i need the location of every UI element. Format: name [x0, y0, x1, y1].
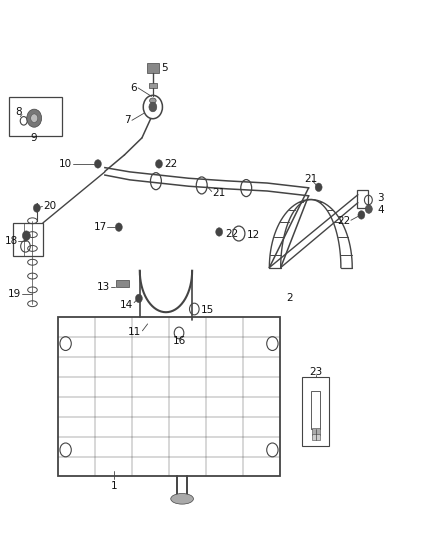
Text: 11: 11: [128, 327, 141, 337]
Text: 4: 4: [377, 205, 384, 215]
Circle shape: [135, 294, 142, 303]
Text: 5: 5: [162, 63, 168, 72]
Bar: [147, 63, 159, 73]
Text: 10: 10: [59, 159, 72, 169]
Text: 16: 16: [173, 336, 186, 346]
Text: 21: 21: [212, 188, 226, 198]
Bar: [312, 428, 319, 435]
Text: 22: 22: [164, 159, 177, 169]
Bar: [148, 83, 157, 88]
Ellipse shape: [171, 494, 194, 504]
Text: 8: 8: [15, 107, 21, 117]
Text: 9: 9: [31, 133, 37, 143]
Circle shape: [27, 109, 42, 127]
Text: 21: 21: [304, 174, 318, 184]
Text: 12: 12: [247, 230, 260, 240]
Text: 6: 6: [131, 83, 137, 93]
Circle shape: [315, 183, 322, 191]
Text: 19: 19: [8, 289, 21, 299]
Circle shape: [33, 204, 40, 212]
Bar: [58, 317, 280, 477]
Text: 15: 15: [201, 305, 214, 315]
Text: 18: 18: [4, 236, 18, 246]
Bar: [312, 434, 319, 440]
Text: 3: 3: [377, 193, 384, 204]
Text: 13: 13: [97, 282, 110, 292]
Ellipse shape: [150, 98, 156, 103]
Circle shape: [31, 114, 38, 123]
Bar: [302, 376, 329, 446]
Text: 1: 1: [111, 481, 118, 491]
Text: 23: 23: [309, 367, 322, 377]
Text: 2: 2: [286, 293, 293, 303]
Text: 22: 22: [337, 216, 350, 227]
Text: 22: 22: [225, 229, 238, 239]
Text: 20: 20: [43, 201, 57, 212]
Text: 7: 7: [124, 115, 131, 125]
Bar: [357, 190, 368, 208]
Circle shape: [155, 160, 162, 168]
Bar: [9, 97, 62, 136]
Circle shape: [149, 102, 157, 112]
Circle shape: [115, 223, 122, 231]
Bar: [13, 223, 43, 256]
Bar: [311, 391, 320, 429]
Circle shape: [365, 205, 372, 213]
Circle shape: [22, 231, 30, 240]
Circle shape: [95, 160, 101, 168]
Circle shape: [215, 228, 223, 236]
Bar: [116, 280, 129, 287]
Circle shape: [358, 211, 365, 219]
Text: 17: 17: [93, 222, 106, 232]
Text: 14: 14: [120, 300, 133, 310]
